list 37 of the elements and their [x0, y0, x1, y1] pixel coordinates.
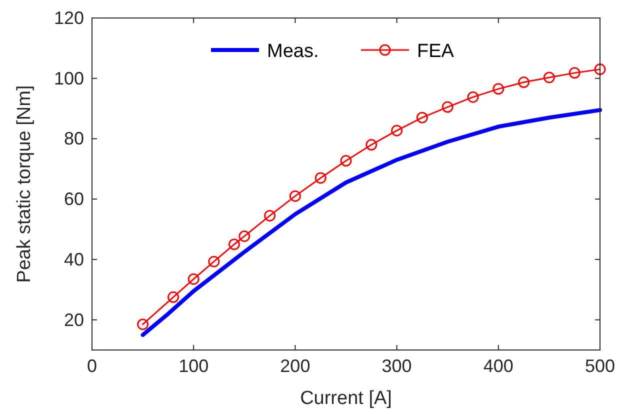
- line-series: [140, 108, 602, 337]
- x-tick-label: 500: [584, 356, 616, 376]
- x-tick-label: 0: [86, 356, 98, 376]
- point: [518, 76, 530, 88]
- x-tick-label: 200: [280, 356, 310, 376]
- y-tick-label: 100: [54, 68, 84, 88]
- y-axis-title: Peak static torque [Nm]: [14, 85, 35, 283]
- point: [416, 112, 428, 124]
- point: [264, 210, 276, 222]
- x-tick-label: 100: [178, 356, 209, 376]
- point: [137, 318, 149, 330]
- point: [208, 256, 220, 268]
- legend-label: Meas.: [267, 41, 319, 62]
- point: [228, 238, 240, 250]
- point: [391, 124, 403, 136]
- point: [168, 291, 180, 303]
- legend-label: FEA: [417, 41, 454, 62]
- y-tick-label: 40: [64, 249, 84, 270]
- x-tick-label: 400: [483, 356, 514, 376]
- point: [568, 67, 580, 79]
- point: [366, 139, 378, 151]
- point: [289, 190, 301, 202]
- point: [467, 91, 479, 103]
- point: [340, 155, 352, 167]
- point: [442, 101, 454, 113]
- y-tick-label: 80: [64, 128, 84, 149]
- point: [188, 273, 200, 285]
- point: [314, 172, 326, 184]
- y-tick-label: 120: [54, 8, 84, 28]
- point: [238, 230, 250, 242]
- x-tick-label: 300: [382, 356, 412, 376]
- point: [594, 64, 606, 76]
- point: [543, 72, 555, 84]
- y-tick-label: 20: [64, 310, 84, 330]
- y-tick-label: 60: [64, 189, 84, 210]
- point: [492, 83, 504, 95]
- x-axis-title: Current [A]: [300, 388, 392, 409]
